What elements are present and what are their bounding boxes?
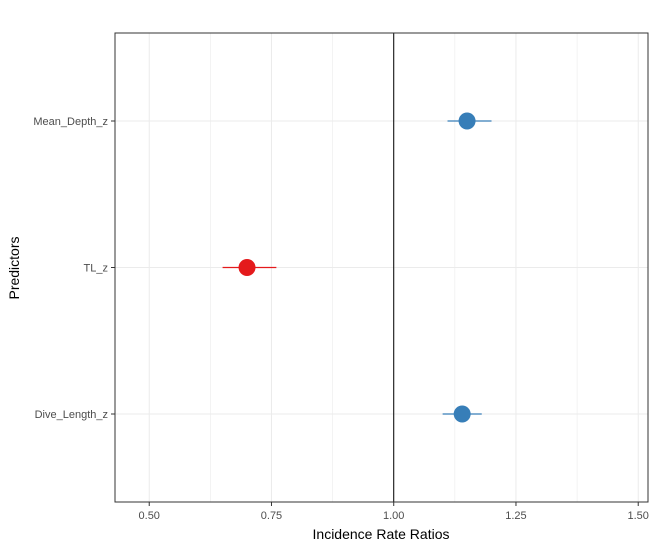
data-layer [222,112,492,423]
estimate-point [458,112,476,130]
x-tick-label: 1.00 [383,510,404,522]
estimate-point [238,259,256,276]
x-tick-label: 0.50 [139,510,160,522]
y-axis-title: Predictors [6,236,22,299]
estimate-point [453,405,471,423]
y-tick-label: Dive_Length_z [35,409,108,421]
y-tick-label: TL_z [84,263,108,275]
x-axis-ticks: 0.50 0.75 1.00 1.25 1.50 [139,502,649,522]
x-tick-label: 1.25 [505,510,526,522]
y-tick-label: Mean_Depth_z [33,116,108,128]
x-tick-label: 1.50 [628,510,649,522]
x-tick-label: 0.75 [261,510,282,522]
y-axis-ticks: Mean_Depth_z TL_z Dive_Length_z [33,116,115,421]
x-axis-title: Incidence Rate Ratios [313,526,450,542]
